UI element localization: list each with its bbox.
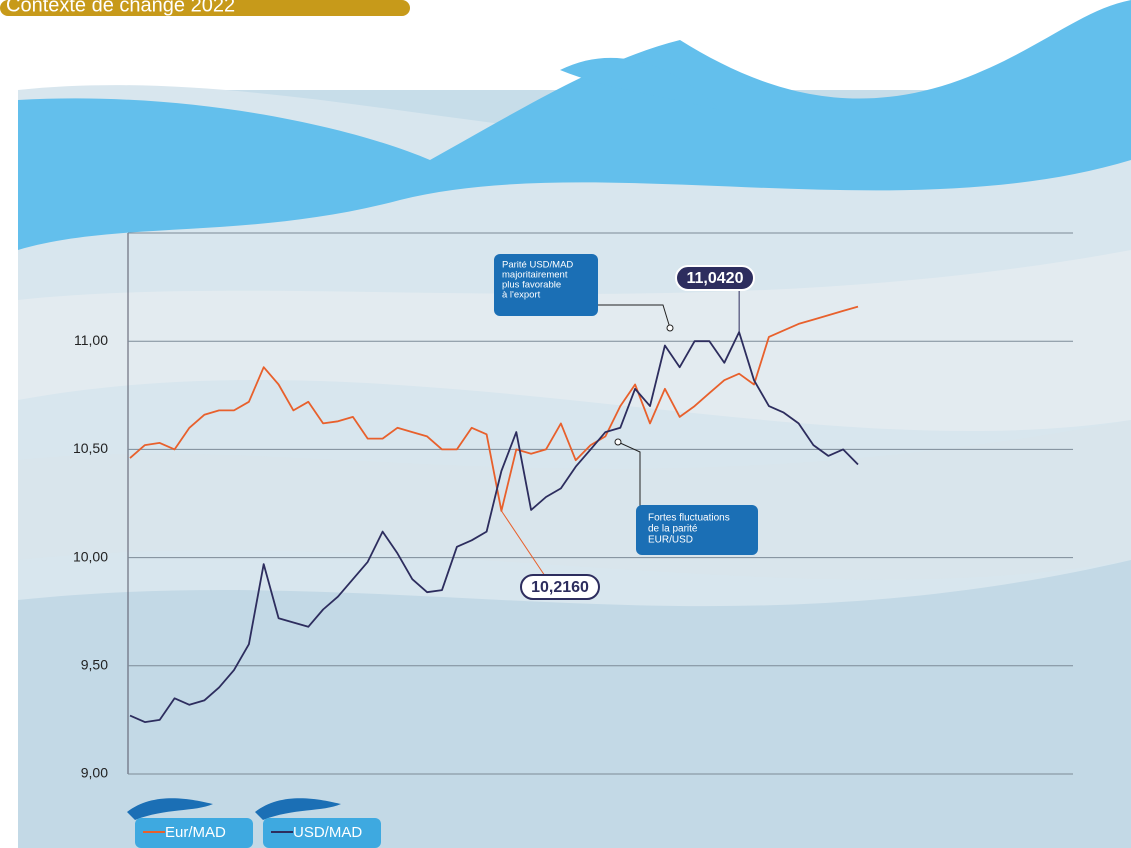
annotation: Fortes fluctuations bbox=[648, 513, 730, 524]
leader-dot bbox=[667, 325, 673, 331]
legend-label: USD/MAD bbox=[293, 824, 362, 841]
background bbox=[18, 0, 1131, 848]
chart: Contexte de change 2022 9,00 9,50 10,00 10,… bbox=[0, 0, 1131, 848]
y-tick-label: 10,00 bbox=[73, 548, 108, 564]
annotation: 10,2160 bbox=[531, 579, 589, 596]
annotation: 11,0420 bbox=[687, 270, 744, 287]
legend-label: Eur/MAD bbox=[165, 824, 226, 841]
annotation: à l'export bbox=[502, 290, 541, 301]
y-tick-label: 11,00 bbox=[74, 332, 108, 348]
page: Contexte de change 2022 9,00 9,50 10,00 10,… bbox=[0, 0, 1131, 848]
y-tick-label: 10,50 bbox=[73, 440, 108, 456]
y-tick-label: 9,50 bbox=[81, 657, 108, 673]
leader-dot bbox=[615, 439, 621, 445]
annotation: de la parité bbox=[648, 524, 698, 535]
annotation: EUR/USD bbox=[648, 535, 693, 546]
chart-title: Contexte de change 2022 bbox=[6, 0, 235, 16]
y-tick-label: 9,00 bbox=[81, 765, 108, 781]
